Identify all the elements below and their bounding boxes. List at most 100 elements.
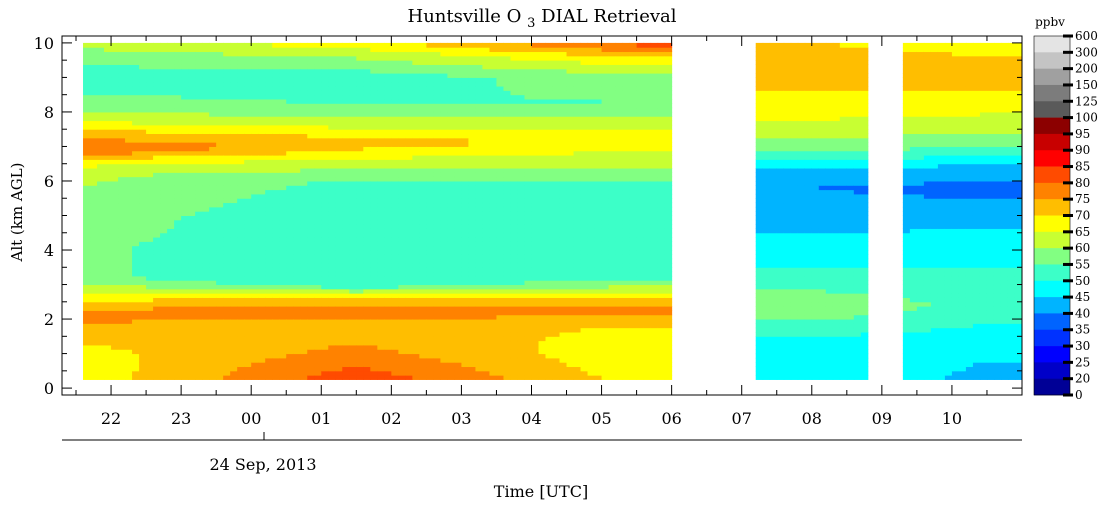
heatmap-cell	[167, 254, 175, 260]
heatmap-cell	[139, 60, 147, 65]
heatmap-cell	[202, 340, 210, 346]
heatmap-cell	[307, 344, 315, 350]
heatmap-cell	[230, 232, 238, 238]
heatmap-cell	[363, 189, 371, 195]
heatmap-cell	[517, 150, 525, 156]
heatmap-cell	[202, 228, 210, 234]
heatmap-cell	[496, 176, 504, 182]
heatmap-cell	[139, 133, 147, 139]
heatmap-cell	[496, 237, 504, 242]
heatmap-cell	[419, 155, 427, 160]
heatmap-cell	[125, 267, 133, 273]
heatmap-cell	[342, 310, 350, 316]
heatmap-cell	[153, 107, 161, 113]
heatmap-cell	[286, 344, 294, 350]
heatmap-cell	[153, 323, 161, 329]
heatmap-cell	[202, 142, 210, 147]
heatmap-cell	[146, 353, 154, 359]
heatmap-cell	[454, 142, 462, 147]
heatmap-cell	[475, 288, 483, 294]
heatmap-cell	[391, 124, 399, 130]
heatmap-cell	[90, 60, 98, 65]
heatmap-cell	[405, 73, 413, 78]
heatmap-cell	[111, 176, 119, 182]
heatmap-cell	[195, 51, 203, 57]
heatmap-cell	[293, 206, 301, 212]
heatmap-cell	[223, 232, 231, 238]
heatmap-cell	[237, 133, 245, 139]
heatmap-cell	[517, 42, 525, 48]
heatmap-cell	[83, 284, 91, 290]
heatmap-cell	[146, 375, 154, 380]
heatmap-cell	[223, 293, 231, 298]
heatmap-cell	[125, 228, 133, 234]
heatmap-cell	[440, 245, 448, 251]
heatmap-cell	[496, 224, 504, 229]
heatmap-cell	[503, 176, 511, 182]
heatmap-cell	[125, 107, 133, 113]
heatmap-cell	[237, 73, 245, 78]
heatmap-cell	[412, 146, 420, 152]
heatmap-cell	[244, 111, 252, 117]
heatmap-cell	[356, 344, 364, 350]
heatmap-cell	[321, 323, 329, 329]
heatmap-cell	[104, 90, 112, 96]
heatmap-cell	[258, 55, 266, 61]
heatmap-cell	[293, 237, 301, 242]
heatmap-cell	[181, 155, 189, 160]
heatmap-cell	[104, 314, 112, 320]
heatmap-cell	[237, 129, 245, 135]
heatmap-cell	[321, 370, 329, 376]
heatmap-cell	[160, 232, 168, 238]
heatmap-cell	[111, 103, 119, 109]
heatmap-cell	[216, 47, 224, 53]
heatmap-cell	[223, 90, 231, 96]
heatmap-cell	[398, 142, 406, 147]
heatmap-cell	[412, 262, 420, 268]
heatmap-cell	[321, 176, 329, 182]
heatmap-cell	[356, 340, 364, 346]
heatmap-cell	[300, 332, 308, 337]
heatmap-cell	[90, 94, 98, 100]
heatmap-cell	[433, 275, 441, 281]
heatmap-cell	[272, 168, 280, 173]
heatmap-cell	[475, 258, 483, 264]
heatmap-cell	[342, 176, 350, 182]
heatmap-cell	[475, 224, 483, 229]
heatmap-cell	[146, 51, 154, 57]
heatmap-cell	[342, 366, 350, 372]
heatmap-cell	[482, 176, 490, 182]
heatmap-cell	[328, 51, 336, 57]
heatmap-cell	[300, 336, 308, 342]
heatmap-cell	[461, 340, 469, 346]
heatmap-cell	[503, 306, 511, 311]
heatmap-cell	[174, 99, 182, 104]
heatmap-cell	[314, 219, 322, 225]
heatmap-cell	[230, 51, 238, 57]
heatmap-cell	[321, 193, 329, 199]
heatmap-cell	[496, 280, 504, 286]
heatmap-cell	[391, 42, 399, 48]
heatmap-cell	[468, 211, 476, 216]
heatmap-cell	[349, 64, 357, 70]
heatmap-cell	[286, 129, 294, 135]
heatmap-cell	[391, 332, 399, 337]
heatmap-cell	[230, 137, 238, 143]
heatmap-cell	[174, 168, 182, 173]
heatmap-cell	[489, 245, 497, 251]
heatmap-cell	[349, 206, 357, 212]
heatmap-cell	[132, 254, 140, 260]
heatmap-cell	[468, 163, 476, 169]
heatmap-cell	[426, 211, 434, 216]
heatmap-cell	[356, 284, 364, 290]
heatmap-cell	[237, 146, 245, 152]
heatmap-cell	[468, 370, 476, 376]
heatmap-cell	[258, 375, 266, 380]
heatmap-cell	[195, 142, 203, 147]
heatmap-cell	[307, 211, 315, 216]
heatmap-cell	[293, 301, 301, 307]
heatmap-cell	[461, 224, 469, 229]
heatmap-cell	[244, 60, 252, 65]
heatmap-cell	[118, 55, 126, 61]
heatmap-cell	[174, 336, 182, 342]
